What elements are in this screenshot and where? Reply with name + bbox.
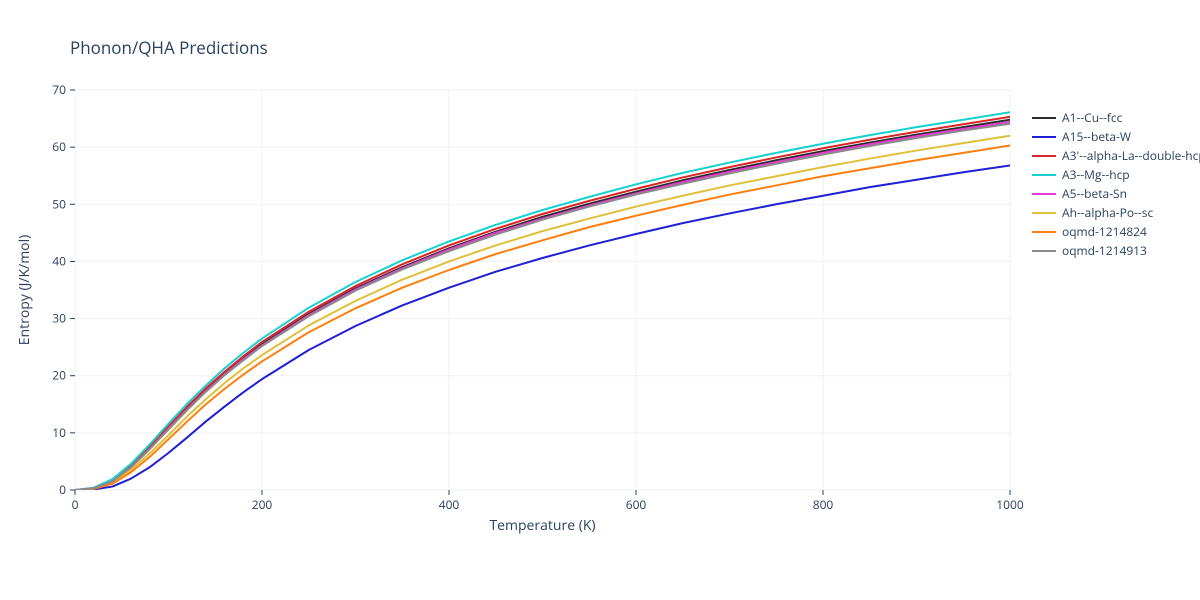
- x-tick-label: 600: [626, 496, 647, 513]
- plot-area: 0 200 400 600 800 1000 0 10 20 30 40 50 60 70 Temperat…: [0, 0, 1200, 600]
- legend: A1--Cu--fcc A15--beta-W A3'--alpha-La--dou…: [1032, 108, 1200, 260]
- legend-swatch: [1032, 155, 1056, 157]
- y-tick-label: 30: [52, 310, 66, 327]
- legend-item[interactable]: oqmd-1214824: [1032, 222, 1200, 241]
- legend-item[interactable]: A15--beta-W: [1032, 127, 1200, 146]
- x-axis-label: Temperature (K): [489, 516, 595, 535]
- legend-swatch: [1032, 136, 1056, 138]
- y-tick-label: 50: [52, 195, 66, 212]
- x-tick-label: 0: [72, 496, 79, 513]
- legend-swatch: [1032, 193, 1056, 195]
- legend-label: oqmd-1214913: [1062, 242, 1147, 259]
- legend-swatch: [1032, 250, 1056, 252]
- legend-label: A5--beta-Sn: [1062, 185, 1127, 202]
- x-tick-label: 1000: [996, 496, 1024, 513]
- legend-swatch: [1032, 117, 1056, 119]
- y-tick-label: 0: [59, 481, 66, 498]
- legend-item[interactable]: A1--Cu--fcc: [1032, 108, 1200, 127]
- y-axis-label: Entropy (J/K/mol): [15, 235, 34, 346]
- legend-label: oqmd-1214824: [1062, 223, 1147, 240]
- x-tick-label: 200: [252, 496, 273, 513]
- legend-swatch: [1032, 174, 1056, 176]
- legend-item[interactable]: A5--beta-Sn: [1032, 184, 1200, 203]
- y-tick-label: 40: [52, 252, 66, 269]
- legend-label: A3'--alpha-La--double-hcp: [1062, 147, 1200, 164]
- legend-item[interactable]: Ah--alpha-Po--sc: [1032, 203, 1200, 222]
- legend-item[interactable]: oqmd-1214913: [1032, 241, 1200, 260]
- legend-label: A1--Cu--fcc: [1062, 109, 1122, 126]
- legend-label: A15--beta-W: [1062, 128, 1131, 145]
- y-tick-label: 10: [52, 424, 66, 441]
- legend-item[interactable]: A3'--alpha-La--double-hcp: [1032, 146, 1200, 165]
- legend-item[interactable]: A3--Mg--hcp: [1032, 165, 1200, 184]
- plot-svg: 0 200 400 600 800 1000 0 10 20 30 40 50 60 70 Temperat…: [0, 0, 1200, 600]
- legend-swatch: [1032, 212, 1056, 214]
- legend-swatch: [1032, 231, 1056, 233]
- y-tick-label: 20: [52, 367, 66, 384]
- y-tick-label: 70: [52, 81, 66, 98]
- legend-label: A3--Mg--hcp: [1062, 166, 1130, 183]
- legend-label: Ah--alpha-Po--sc: [1062, 204, 1153, 221]
- y-tick-label: 60: [52, 138, 66, 155]
- x-tick-label: 800: [813, 496, 834, 513]
- x-tick-label: 400: [439, 496, 460, 513]
